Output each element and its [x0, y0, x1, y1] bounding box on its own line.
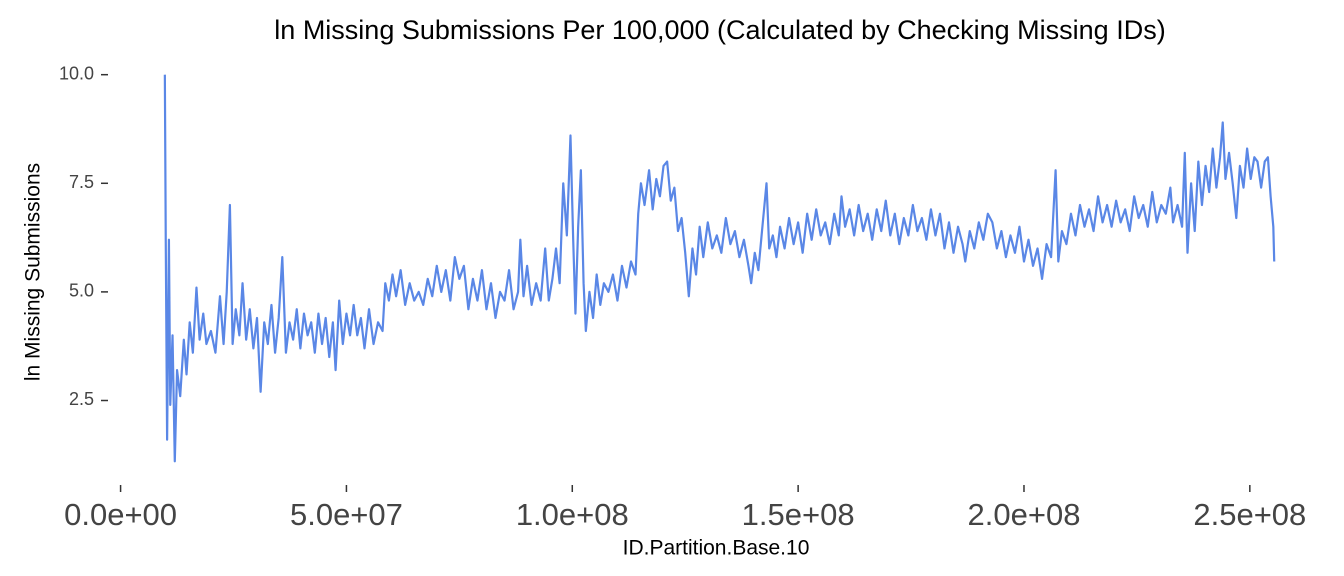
x-axis-title: ID.Partition.Base.10	[623, 537, 810, 560]
x-tick-label: 0.0e+00	[64, 497, 177, 532]
x-tick-label: 5.0e+07	[290, 497, 403, 532]
y-tick-label: 5.0	[69, 281, 94, 301]
x-tick-label: 1.0e+08	[516, 497, 629, 532]
y-tick-label: 7.5	[69, 172, 94, 192]
x-tick-label: 2.0e+08	[968, 497, 1081, 532]
y-tick-label: 2.5	[69, 389, 94, 409]
data-line	[163, 74, 1276, 463]
chart-title: ln Missing Submissions Per 100,000 (Calc…	[274, 15, 1165, 45]
y-axis-title: ln Missing Submissions	[22, 163, 45, 381]
x-tick-label: 1.5e+08	[742, 497, 855, 532]
x-tick-label: 2.5e+08	[1193, 497, 1306, 532]
y-tick-label: 10.0	[59, 63, 94, 83]
